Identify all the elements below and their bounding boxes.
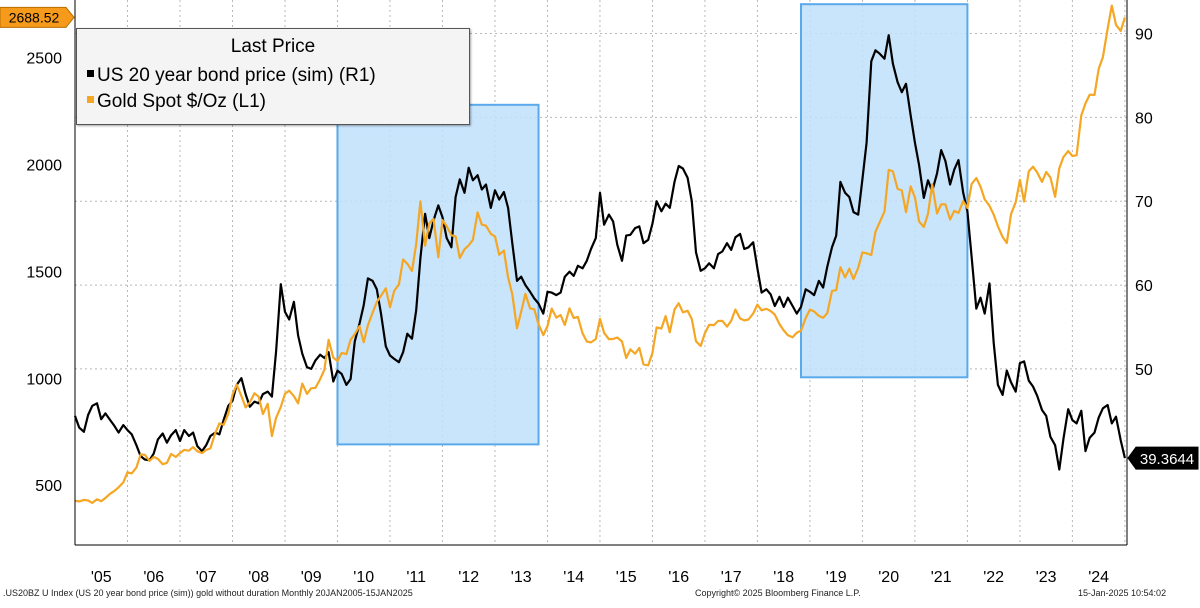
x-axis-tick-label: '11 — [406, 569, 426, 586]
x-axis-tick-label: '05 — [91, 569, 112, 586]
highlight-region — [336, 103, 540, 446]
x-axis-tick-label: '20 — [878, 569, 899, 586]
x-axis-tick-label: '23 — [1036, 569, 1057, 586]
x-axis-tick-label: '22 — [983, 569, 1004, 586]
bond-last-value-tag — [1127, 446, 1199, 470]
x-axis-tick-label: '09 — [301, 569, 322, 586]
legend-label-bond: US 20 year bond price (sim) (R1) — [97, 65, 376, 86]
gold-series-line — [74, 4, 1126, 504]
right-axis-tick-label: 70 — [1135, 194, 1153, 211]
x-axis-tick-label: '18 — [773, 569, 794, 586]
right-axis-tick-label: 80 — [1135, 110, 1153, 127]
legend: Last Price US 20 year bond price (sim) (… — [76, 28, 470, 125]
bond-last-value-label: 39.3644 — [1140, 451, 1194, 468]
legend-label-gold: Gold Spot $/Oz (L1) — [97, 91, 266, 112]
left-axis-tick-label: 2000 — [26, 158, 62, 175]
legend-swatch-gold — [87, 96, 94, 104]
left-axis-tick-label: 1500 — [26, 264, 62, 281]
gold-last-value-tag — [0, 6, 75, 28]
x-axis-tick-label: '24 — [1088, 569, 1109, 586]
x-axis-tick-label: '10 — [353, 569, 374, 586]
legend-entry-gold: Gold Spot $/Oz (L1) — [87, 91, 266, 113]
x-axis-tick-label: '21 — [931, 569, 952, 586]
footer-timestamp: 15-Jan-2025 10:54:02 — [1078, 588, 1167, 598]
x-axis-tick-label: '19 — [826, 569, 847, 586]
legend-title: Last Price — [230, 36, 316, 57]
x-axis-tick-label: '12 — [458, 569, 479, 586]
x-axis-tick-label: '14 — [563, 569, 584, 586]
x-axis-tick-label: '17 — [721, 569, 742, 586]
right-axis-tick-label: 50 — [1135, 362, 1153, 379]
legend-entry-bond: US 20 year bond price (sim) (R1) — [87, 65, 376, 87]
x-axis-tick-label: '07 — [196, 569, 217, 586]
left-axis-tick-label: 2500 — [26, 51, 62, 68]
x-axis-tick-label: '06 — [143, 569, 164, 586]
footer-source: .US20BZ U Index (US 20 year bond price (… — [3, 588, 413, 598]
right-axis-tick-label: 60 — [1135, 278, 1153, 295]
bond-series-line — [73, 34, 1126, 471]
footer-copyright: Copyright© 2025 Bloomberg Finance L.P. — [695, 588, 861, 598]
legend-swatch-bond — [87, 70, 94, 78]
left-axis-tick-label: 1000 — [26, 371, 62, 388]
x-axis-tick-label: '15 — [616, 569, 637, 586]
highlight-region — [800, 3, 969, 379]
gold-last-value-label: 2688.52 — [9, 9, 60, 25]
x-axis-tick-label: '13 — [511, 569, 532, 586]
left-axis-tick-label: 500 — [35, 478, 62, 495]
x-axis-tick-label: '16 — [668, 569, 689, 586]
x-axis-tick-label: '08 — [248, 569, 269, 586]
right-axis-tick-label: 90 — [1135, 27, 1153, 44]
